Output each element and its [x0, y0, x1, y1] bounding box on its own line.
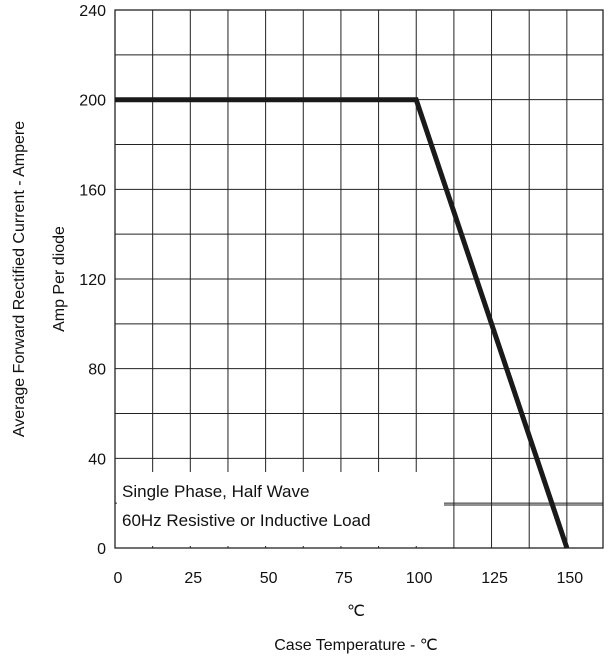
- plot-frame: [114, 9, 604, 549]
- x-tick-label: 100: [406, 570, 433, 587]
- x-axis-unit: ℃: [347, 603, 365, 620]
- x-tick-label: 75: [335, 570, 353, 587]
- annotation-box: [117, 472, 444, 546]
- x-tick-labels: 0 25 50 75 100 125 150: [114, 570, 584, 587]
- series-line-current-derating: [115, 97, 570, 549]
- y-tick-label: 120: [79, 272, 106, 289]
- y-tick-label: 160: [79, 182, 106, 199]
- y-axis-title: Average Forward Rectified Current - Ampe…: [11, 121, 28, 437]
- annotation-line-1: Single Phase, Half Wave: [122, 482, 309, 501]
- y-tick-label: 0: [97, 541, 106, 558]
- annotation-line-2: 60Hz Resistive or Inductive Load: [122, 511, 371, 530]
- y-axis-subtitle: Amp Per diode: [51, 226, 68, 332]
- y-tick-label: 40: [88, 451, 106, 468]
- x-axis-title: Case Temperature - ℃: [274, 637, 438, 654]
- y-tick-labels: 0 40 80 120 160 200 240: [79, 3, 106, 558]
- x-tick-label: 150: [557, 570, 584, 587]
- x-tick-label: 0: [114, 570, 123, 587]
- y-tick-label: 200: [79, 93, 106, 110]
- x-tick-label: 125: [481, 570, 508, 587]
- y-tick-label: 80: [88, 362, 106, 379]
- x-tick-label: 50: [260, 570, 278, 587]
- y-tick-label: 240: [79, 3, 106, 20]
- x-tick-label: 25: [184, 570, 202, 587]
